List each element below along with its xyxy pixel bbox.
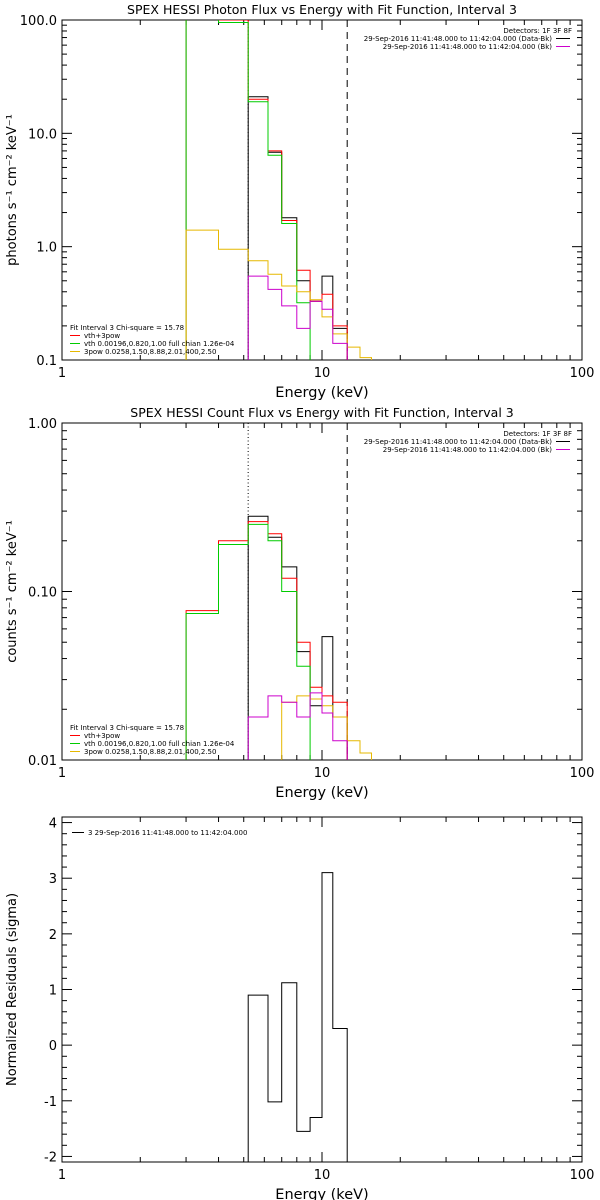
series-line-3-29-sep-2016-11-41-48-000-to-11-42-04-000 <box>247 872 348 1162</box>
series-line-vth-3pow <box>185 20 348 360</box>
y-tick-label: 1 <box>49 984 57 999</box>
legend-detectors: Detectors: 1F 3F 8F <box>503 27 572 35</box>
y-axis-label: Normalized Residuals (sigma) <box>5 893 20 1086</box>
series-line-vth-3pow <box>185 521 348 760</box>
series-line-bk <box>247 692 348 760</box>
y-tick-label: 1.0 <box>36 241 57 256</box>
legend-entry: 3 29-Sep-2016 11:41:48.000 to 11:42:04.0… <box>88 829 247 837</box>
series-line-3pow <box>185 229 372 360</box>
chart-panel-3: 1 10 100 -2 -1 0 1 2 3 4 Energy (keV) Normalized Re… <box>5 816 595 1200</box>
legend-entry: 3pow 0.0258,1.50,8.88,2.01,400,2.50 <box>84 748 216 756</box>
x-axis-label: Energy (keV) <box>275 785 368 801</box>
y-tick-label: 1.00 <box>28 417 57 432</box>
y-tick-label: 0.1 <box>36 354 57 369</box>
x-axis-label: Energy (keV) <box>275 1187 368 1200</box>
legend-fit-interval: Fit Interval 3 Chi-square = 15.78 <box>70 724 184 732</box>
chart-title: SPEX HESSI Photon Flux vs Energy with Fi… <box>127 2 517 17</box>
y-tick-label: 10.0 <box>28 127 57 142</box>
y-tick-label: 0.10 <box>28 586 57 601</box>
legend-entry: vth+3pow <box>84 732 120 740</box>
y-tick-label: 3 <box>49 872 57 887</box>
x-tick-label: 10 <box>314 366 331 381</box>
chart-panel-1: 1 10 100 0.1 1.0 10.0 100.0 SPEX HESSI Photon F… <box>5 2 595 401</box>
chart-title: SPEX HESSI Count Flux vs Energy with Fit… <box>130 405 513 420</box>
series-line-bk <box>247 275 348 360</box>
y-tick-label: 4 <box>49 817 57 832</box>
x-tick-label: 100 <box>570 1168 595 1183</box>
x-tick-label: 10 <box>314 766 331 781</box>
chart-panel-2: 1 10 100 0.01 0.10 1.00 SPEX HESSI Count Flux … <box>5 405 595 801</box>
y-tick-label: 0 <box>49 1039 57 1054</box>
y-tick-label: 0.01 <box>28 754 57 769</box>
x-tick-label: 100 <box>570 366 595 381</box>
x-tick-label: 1 <box>58 366 66 381</box>
legend-entry: vth 0.00196,0.820,1.00 full chian 1.26e-… <box>84 340 235 348</box>
legend-detectors: Detectors: 1F 3F 8F <box>503 430 572 438</box>
legend-entry: 29-Sep-2016 11:41:48.000 to 11:42:04.000… <box>364 35 553 43</box>
series-line-vth <box>185 523 311 760</box>
x-tick-label: 100 <box>570 766 595 781</box>
legend-entry: 29-Sep-2016 11:41:48.000 to 11:42:04.000… <box>364 438 553 446</box>
y-tick-label: 2 <box>49 928 57 943</box>
y-axis-label: counts s⁻¹ cm⁻² keV⁻¹ <box>5 520 20 663</box>
legend-entry: vth+3pow <box>84 332 120 340</box>
y-tick-label: -2 <box>44 1150 57 1165</box>
x-tick-label: 1 <box>58 1168 66 1183</box>
legend-entry: 3pow 0.0258,1.50,8.88,2.01,400,2.50 <box>84 348 216 356</box>
y-axis-label: photons s⁻¹ cm⁻² keV⁻¹ <box>5 114 20 266</box>
y-tick-label: 100.0 <box>20 14 57 29</box>
legend-entry: 29-Sep-2016 11:41:48.000 to 11:42:04.000… <box>383 446 553 454</box>
x-tick-label: 1 <box>58 766 66 781</box>
x-tick-label: 10 <box>314 1168 331 1183</box>
legend-entry: vth 0.00196,0.820,1.00 full chian 1.26e-… <box>84 740 235 748</box>
x-axis-label: Energy (keV) <box>275 385 368 401</box>
legend-fit-interval: Fit Interval 3 Chi-square = 15.78 <box>70 324 184 332</box>
y-tick-label: -1 <box>44 1095 57 1110</box>
legend-entry: 29-Sep-2016 11:41:48.000 to 11:42:04.000… <box>383 43 553 51</box>
